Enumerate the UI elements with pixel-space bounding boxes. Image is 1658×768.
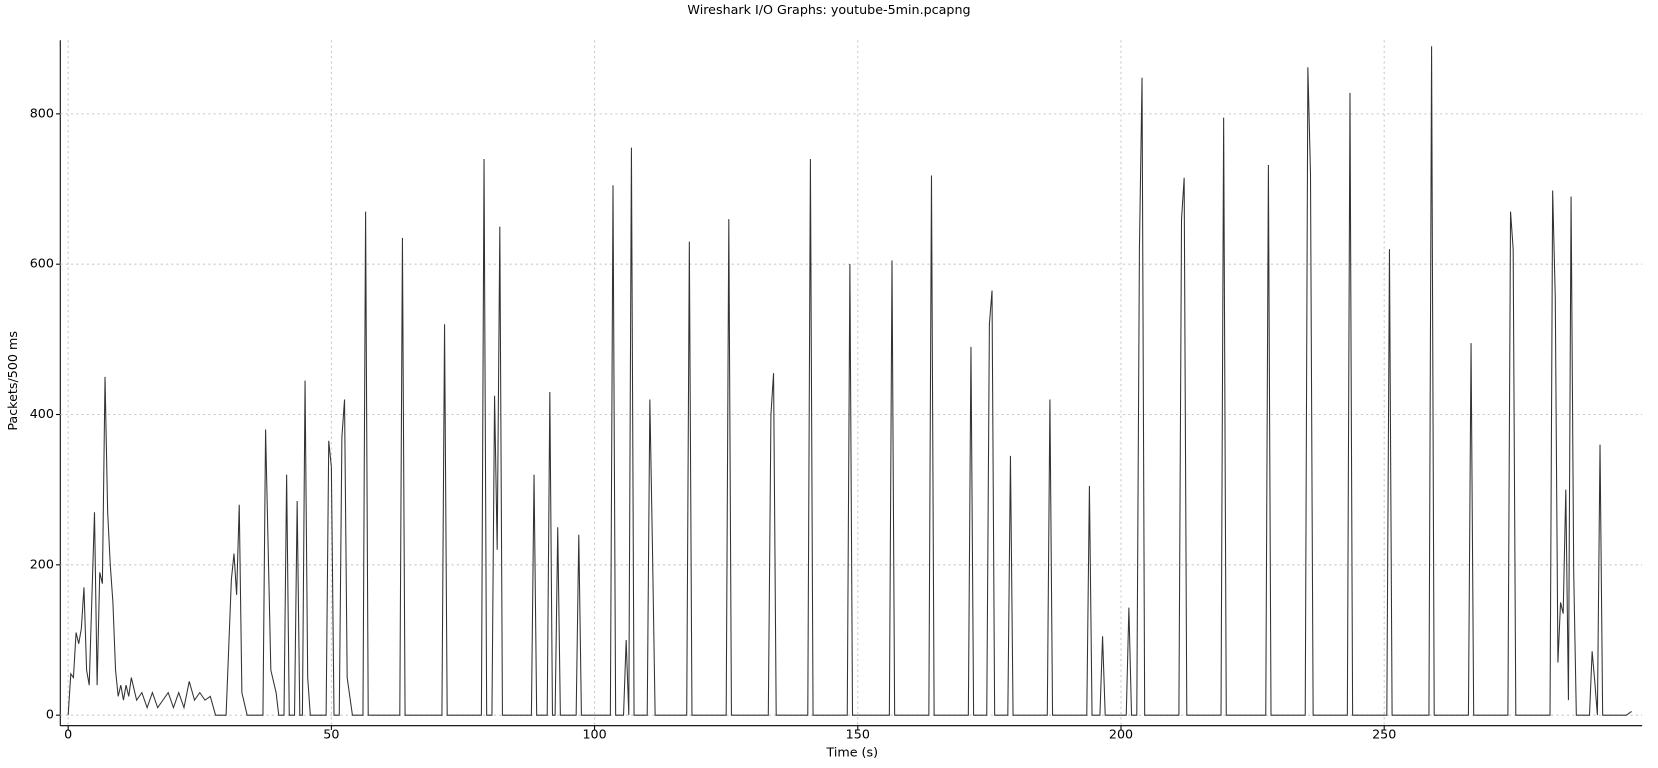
- x-tick-label: 0: [64, 727, 72, 742]
- x-tick-label: 250: [1372, 727, 1396, 742]
- data-line: [67, 46, 1632, 716]
- y-tick-label: 200: [30, 556, 54, 571]
- y-tick-label: 600: [30, 256, 54, 271]
- y-tick-label: 400: [30, 406, 54, 421]
- y-axis-label: Packets/500 ms: [5, 331, 20, 431]
- y-tick-label: 0: [46, 707, 54, 722]
- x-tick-label: 50: [323, 727, 339, 742]
- x-tick-label: 100: [582, 727, 606, 742]
- chart-title: Wireshark I/O Graphs: youtube-5min.pcapn…: [687, 2, 970, 17]
- x-tick-label: 150: [846, 727, 870, 742]
- y-tick-label: 800: [30, 105, 54, 120]
- x-tick-label: 200: [1109, 727, 1133, 742]
- x-axis-label: Time (s): [825, 745, 878, 760]
